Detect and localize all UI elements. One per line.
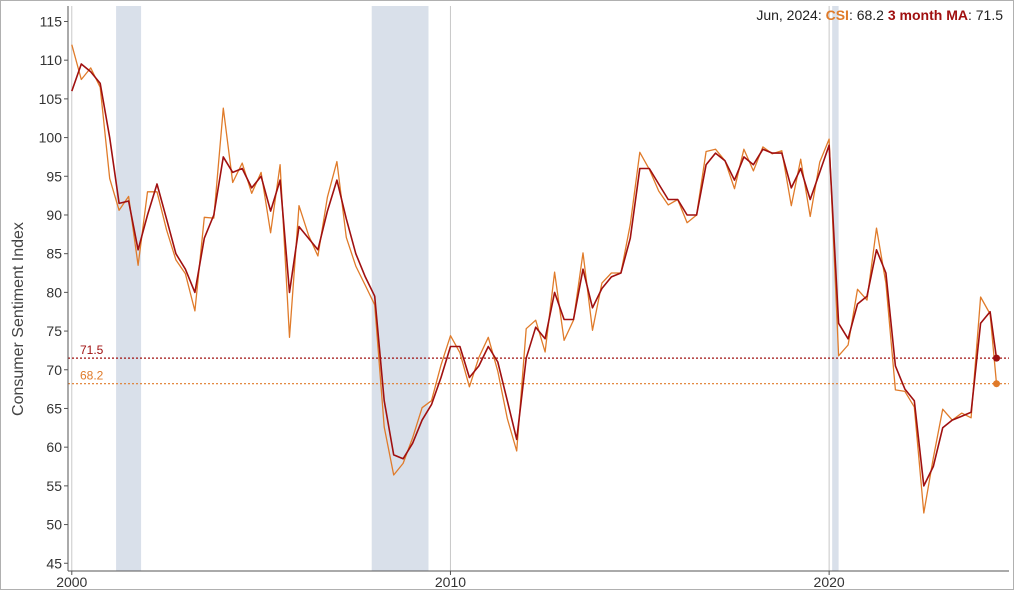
x-tick-label-2000: 2000 [56, 574, 87, 589]
y-tick-label-70: 70 [46, 362, 62, 378]
y-tick-label-115: 115 [40, 13, 63, 29]
series-line-csi [71, 44, 998, 514]
y-tick-label-55: 55 [46, 478, 62, 494]
legend-ma-value: 71.5 [975, 7, 1003, 23]
series-endpoint-ma [993, 354, 1001, 362]
series-endpoint-csi [993, 380, 1001, 388]
y-tick-label-50: 50 [46, 517, 62, 533]
y-tick-label-45: 45 [46, 555, 62, 571]
reference-label-1: 68.2 [80, 369, 104, 383]
legend: Jun, 2024: CSI: 68.2 3 month MA: 71.5 [756, 7, 1003, 23]
y-tick-label-105: 105 [39, 91, 63, 107]
series-lines [71, 44, 1001, 514]
reference-lines: 71.5 68.2 [68, 343, 1009, 385]
y-axis-label: Consumer Sentiment Index [10, 222, 27, 416]
y-tick-label-75: 75 [46, 323, 62, 339]
axes: 45 50 55 60 65 70 75 80 85 90 95 100 105 110 115 2000 20… [39, 6, 1009, 589]
legend-date: Jun, 2024 [756, 7, 818, 23]
legend-csi-value: 68.2 [856, 7, 884, 23]
legend-csi-label: CSI [825, 7, 849, 23]
decade-gridlines [71, 6, 830, 571]
recession-band-1 [371, 6, 429, 571]
y-tick-label-65: 65 [46, 400, 62, 416]
y-tick-label-80: 80 [46, 284, 62, 300]
y-tick-label-95: 95 [46, 168, 62, 184]
recession-band-0 [116, 6, 142, 571]
legend-ma-label: 3 month MA [887, 7, 968, 23]
y-tick-label-60: 60 [46, 439, 62, 455]
series-line-ma [71, 63, 998, 487]
recession-bands [116, 6, 839, 571]
y-tick-label-110: 110 [40, 52, 63, 68]
y-tick-label-90: 90 [46, 207, 62, 223]
y-tick-label-100: 100 [39, 130, 63, 146]
reference-label-0: 71.5 [80, 343, 104, 357]
y-tick-label-85: 85 [46, 246, 62, 262]
x-tick-label-2020: 2020 [814, 574, 845, 589]
x-tick-label-2010: 2010 [435, 574, 466, 589]
